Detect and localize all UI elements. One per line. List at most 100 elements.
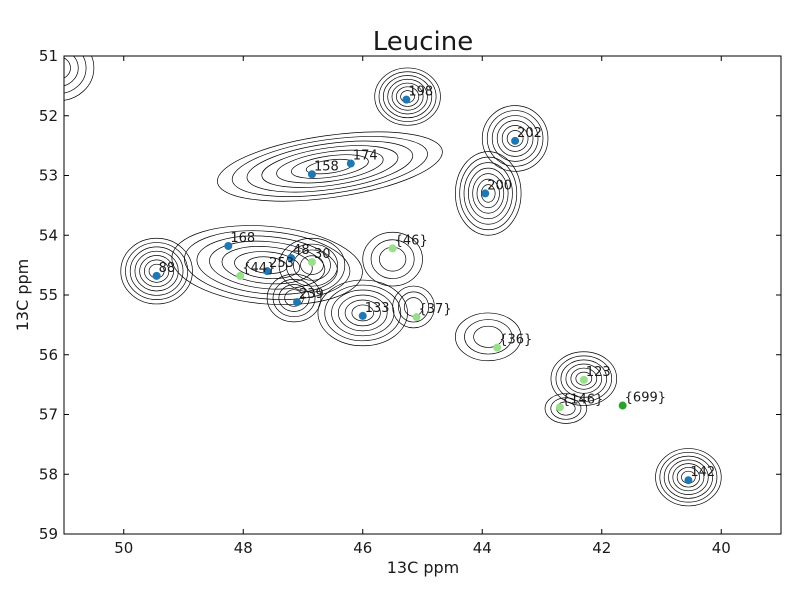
peak-label: 202 [517,126,542,141]
contour-level [196,235,338,295]
contour-level [463,162,513,225]
peak-label: {699} [625,391,666,406]
peak: {44} [236,261,275,280]
contour-level [676,467,700,488]
contour-level [575,371,593,386]
contour-peak [455,151,522,236]
peak: 200 [481,178,512,198]
contour-level [472,173,505,214]
y-tick-label: 58 [39,465,58,483]
contour-level [672,463,705,492]
x-tick-label: 40 [712,539,731,557]
contour-level [476,178,500,209]
peak-marker [684,476,693,485]
chart-title: Leucine [373,27,474,57]
contour-level [344,299,381,327]
contour-level [300,255,324,275]
contour-peak [266,273,322,323]
contour-level [496,120,534,157]
contour-layer [64,56,722,507]
peak-label: 133 [365,301,390,316]
peak-marker [358,311,367,320]
contour-peak [655,448,722,507]
y-tick-label: 52 [39,107,58,125]
contour-level [64,56,79,87]
contour-level [351,304,374,322]
contour-level [144,259,170,283]
contour-level [570,367,598,390]
y-axis-label: 13C ppm [13,259,32,332]
contour-level [217,131,443,202]
peak-marker [224,242,233,251]
contour-level [337,294,388,332]
contour-level [231,136,428,197]
contour-level [459,156,518,231]
peak-marker [287,253,296,262]
peak-marker [481,189,490,198]
contour-level [668,459,709,495]
contour-level [387,78,428,115]
x-tick-label: 50 [114,539,133,557]
peaks-layer: 198 202 174 158 200 168 {46} 48 30 253 88 {44} 239 13… [152,85,715,485]
contour-level [550,351,618,406]
contour-level [659,451,718,503]
contour-peak [455,312,522,362]
contour-peak [317,279,408,347]
y-tick-label: 55 [39,286,58,304]
peak-marker [402,95,411,104]
y-tick-label: 53 [39,167,58,185]
contour-level [139,255,174,288]
contour-level [125,242,189,300]
peak-marker [618,401,627,410]
peak-marker [388,244,397,253]
peak-label: 168 [230,231,255,246]
contour-level [392,285,435,329]
contour-level [209,240,326,290]
peak-marker [293,298,302,307]
x-axis-label: 13C ppm [387,558,460,577]
peak-marker [152,271,161,280]
peak-marker [511,136,520,145]
peak: 142 [684,465,715,485]
x-tick-label: 46 [353,539,372,557]
contour-level [324,284,402,342]
peak-label: {146} [562,392,603,407]
peak-marker [307,170,316,179]
contour-level [455,312,522,362]
contour-peak [362,231,423,287]
peak-label: 158 [314,159,339,174]
contour-level [261,145,399,188]
contour-level [120,237,193,305]
peak-label: 200 [487,178,512,193]
contour-level [391,82,424,111]
contour-level [491,115,539,162]
contour-level [555,355,613,402]
contour-level [486,110,544,167]
peak: {46} [388,233,428,253]
peak-label: 30 [314,247,331,262]
contour-level [184,230,351,300]
contour-level [374,67,441,126]
y-tick-label: 51 [39,47,58,65]
peak-label: 174 [353,149,378,164]
contour-level [362,231,423,287]
peak: 88 [152,261,175,280]
contour-level [473,325,504,348]
contour-level [64,56,95,101]
peak: 198 [402,85,433,104]
contour-level [398,291,429,323]
contour-level [506,130,524,147]
peak-label: {44} [242,261,275,276]
peak-label: {36} [499,333,532,348]
x-tick-label: 48 [234,539,253,557]
peak-marker [236,271,245,280]
contour-peak [64,56,95,101]
y-tick-label: 54 [39,226,58,244]
peak-marker [412,313,421,322]
contour-level [464,319,513,355]
peak-label: {46} [395,233,428,248]
contour-level [378,71,437,122]
contour-peak [171,225,363,306]
peak: 202 [511,126,542,145]
y-tick-label: 57 [39,406,58,424]
